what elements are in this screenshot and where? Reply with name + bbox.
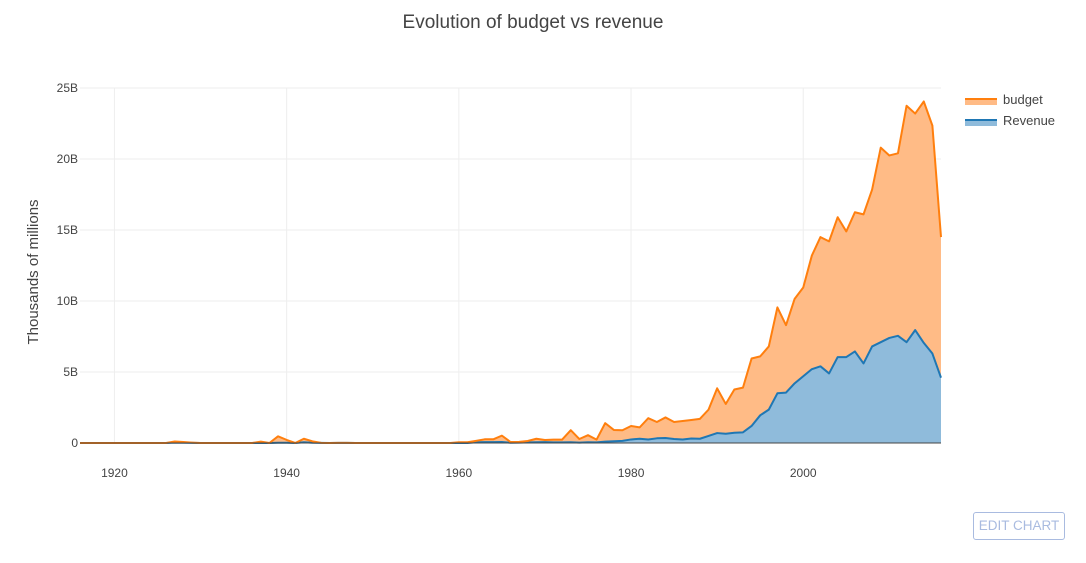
legend-item-budget[interactable]: budget (965, 92, 1043, 107)
y-tick-label: 15B (57, 223, 78, 237)
y-tick-label: 5B (63, 365, 78, 379)
area-fill-revenue (80, 330, 941, 443)
y-tick-label: 20B (57, 152, 78, 166)
plot-area (80, 100, 942, 444)
x-axis-ticks: 1920 1940 1960 1980 2000 (101, 466, 817, 480)
y-tick-label: 25B (57, 81, 78, 95)
x-tick-label: 1940 (273, 466, 300, 480)
x-tick-label: 1980 (618, 466, 645, 480)
legend-swatch (965, 99, 997, 105)
legend-label: Revenue (1003, 113, 1055, 128)
y-tick-label: 0 (71, 436, 78, 450)
legend-item-revenue[interactable]: Revenue (965, 113, 1055, 128)
legend-label: budget (1003, 92, 1043, 107)
edit-chart-button[interactable]: EDIT CHART (973, 512, 1065, 540)
y-axis-label: Thousands of millions (25, 199, 42, 344)
y-tick-label: 10B (57, 294, 78, 308)
x-tick-label: 1960 (445, 466, 472, 480)
legend-swatch (965, 120, 997, 126)
x-tick-label: 1920 (101, 466, 128, 480)
x-tick-label: 2000 (790, 466, 817, 480)
chart-title: Evolution of budget vs revenue (403, 12, 664, 33)
legend[interactable]: budget Revenue (965, 92, 1055, 128)
y-axis-ticks: 0 5B 10B 15B 20B 25B (57, 81, 79, 450)
